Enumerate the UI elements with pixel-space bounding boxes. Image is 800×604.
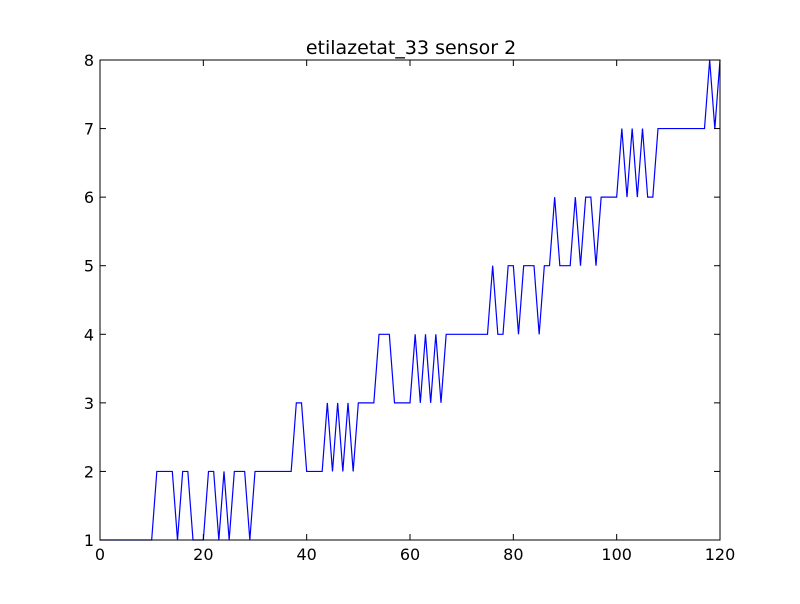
x-tick-label: 20 — [193, 545, 213, 564]
x-tick-label: 60 — [400, 545, 420, 564]
y-tick-label: 4 — [84, 325, 94, 344]
x-tick-label: 40 — [296, 545, 316, 564]
x-tick-label: 100 — [601, 545, 632, 564]
x-tick-label: 120 — [705, 545, 736, 564]
series-line-0 — [100, 59, 721, 541]
y-tick-label: 7 — [84, 120, 94, 139]
y-tick-label: 8 — [84, 51, 94, 70]
x-tick-label: 0 — [95, 545, 105, 564]
x-tick-label: 80 — [503, 545, 523, 564]
y-tick-label: 2 — [84, 462, 94, 481]
chart-title: etilazetat_33 sensor 2 — [306, 37, 516, 59]
plot-frame — [99, 59, 721, 541]
y-tick-label: 6 — [84, 188, 94, 207]
y-tick-label: 3 — [84, 394, 94, 413]
y-tick-label: 5 — [84, 257, 94, 276]
y-tick-label: 1 — [84, 531, 94, 550]
